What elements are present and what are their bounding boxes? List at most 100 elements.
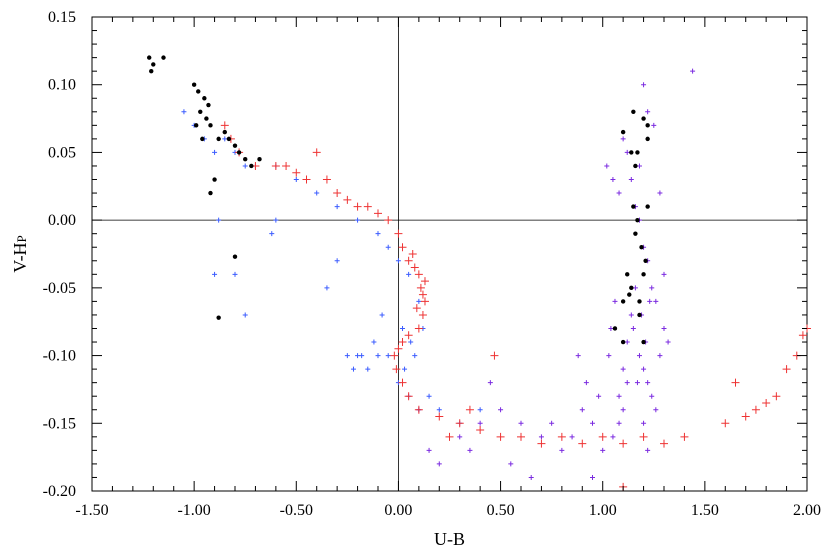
- data-point-plus: [394, 229, 403, 238]
- data-point-circle: [147, 55, 152, 60]
- data-point-plus: [242, 163, 248, 169]
- data-point-circle: [637, 312, 642, 318]
- data-point-circle: [635, 150, 640, 155]
- data-point-plus: [333, 189, 342, 198]
- data-point-plus: [212, 271, 218, 277]
- data-point-plus: [384, 216, 393, 225]
- data-point-plus: [632, 285, 638, 291]
- y-tick-label: 0.10: [48, 77, 76, 94]
- data-point-plus: [496, 432, 505, 441]
- x-tick-label: 0.00: [384, 502, 412, 519]
- data-point-plus: [312, 148, 321, 157]
- data-point-plus: [398, 378, 407, 387]
- data-point-plus: [398, 338, 407, 347]
- data-point-plus: [538, 434, 544, 440]
- data-point-plus: [517, 432, 525, 441]
- data-point-plus: [426, 447, 432, 453]
- data-point-plus: [641, 82, 647, 88]
- y-tick-label: -0.20: [43, 483, 76, 500]
- data-point-circle: [635, 217, 640, 223]
- data-point-plus: [559, 447, 565, 453]
- data-point-plus: [680, 432, 689, 441]
- data-point-circle: [149, 68, 154, 74]
- data-point-plus: [334, 204, 340, 210]
- data-point-plus: [653, 298, 659, 304]
- y-tick-label: -0.15: [43, 415, 76, 432]
- data-point-plus: [273, 217, 279, 223]
- data-point-plus: [400, 325, 406, 331]
- data-point-plus: [487, 380, 493, 386]
- data-point-plus: [455, 419, 464, 428]
- data-point-plus: [657, 190, 663, 196]
- data-point-plus: [220, 121, 229, 130]
- data-point-plus: [365, 366, 371, 372]
- data-point-plus: [636, 163, 642, 169]
- data-point-circle: [620, 339, 626, 345]
- data-point-plus: [375, 353, 381, 359]
- data-point-plus: [610, 177, 616, 183]
- x-tick-label: 2.00: [793, 502, 821, 519]
- data-point-plus: [392, 365, 401, 374]
- data-point-plus: [537, 439, 546, 448]
- data-point-circle: [196, 89, 201, 94]
- data-point-plus: [355, 217, 361, 223]
- data-point-plus: [314, 190, 320, 196]
- data-point-plus: [647, 298, 653, 304]
- data-point-plus: [598, 432, 607, 441]
- data-point-plus: [414, 324, 423, 333]
- data-point-plus: [731, 378, 740, 387]
- data-point-circle: [620, 129, 626, 135]
- data-point-plus: [334, 258, 340, 264]
- data-point-circle: [637, 299, 642, 304]
- data-point-plus: [390, 351, 399, 360]
- data-point-plus: [641, 366, 647, 372]
- data-point-plus: [798, 331, 807, 340]
- data-point-circle: [257, 157, 262, 162]
- data-point-plus: [394, 344, 403, 353]
- data-point-plus: [436, 461, 442, 467]
- data-point-plus: [741, 412, 750, 421]
- y-tick-label: -0.05: [43, 280, 76, 297]
- data-point-plus: [616, 420, 622, 426]
- data-point-circle: [631, 109, 636, 115]
- data-point-plus: [385, 244, 391, 250]
- data-point-plus: [579, 407, 585, 413]
- data-point-circle: [633, 163, 638, 169]
- data-point-circle: [249, 163, 254, 169]
- data-point-circle: [226, 136, 232, 142]
- data-point-plus: [578, 439, 587, 448]
- data-point-plus: [608, 325, 614, 331]
- data-point-plus: [653, 407, 659, 413]
- x-tick-label: -1.50: [75, 502, 108, 519]
- data-point-plus: [282, 161, 291, 170]
- data-point-plus: [636, 353, 642, 359]
- data-point-plus: [596, 393, 602, 399]
- data-point-plus: [212, 149, 218, 155]
- data-point-circle: [625, 272, 630, 277]
- data-point-plus: [590, 420, 595, 426]
- data-point-plus: [476, 426, 485, 435]
- data-point-plus: [528, 474, 534, 480]
- data-point-plus: [575, 353, 581, 359]
- data-point-circle: [612, 326, 618, 331]
- data-point-plus: [645, 109, 651, 115]
- data-point-plus: [371, 339, 377, 345]
- data-point-plus: [404, 331, 413, 340]
- data-point-plus: [414, 405, 423, 414]
- data-point-plus: [610, 434, 616, 440]
- data-point-plus: [374, 209, 382, 218]
- data-point-plus: [414, 270, 423, 279]
- data-point-plus: [324, 285, 330, 291]
- data-point-circle: [639, 245, 644, 250]
- data-point-plus: [641, 420, 647, 426]
- data-point-plus: [363, 202, 372, 211]
- data-point-circle: [633, 231, 638, 236]
- data-point-plus: [620, 366, 626, 372]
- data-point-plus: [395, 258, 401, 264]
- data-point-plus: [620, 136, 626, 142]
- data-point-plus: [418, 310, 427, 319]
- data-point-plus: [412, 304, 421, 313]
- data-point-plus: [465, 405, 474, 414]
- data-point-plus: [630, 325, 636, 331]
- data-point-circle: [206, 102, 211, 108]
